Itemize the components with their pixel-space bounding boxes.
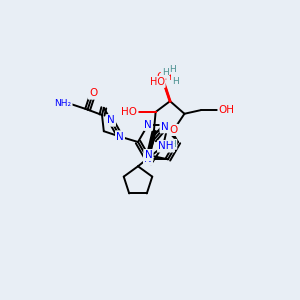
Text: N: N bbox=[161, 122, 169, 132]
Text: OH: OH bbox=[219, 105, 235, 115]
Text: O: O bbox=[169, 125, 178, 135]
Text: HO: HO bbox=[150, 77, 165, 87]
Text: OH: OH bbox=[157, 72, 172, 82]
Text: N: N bbox=[116, 132, 124, 142]
Text: N: N bbox=[144, 120, 152, 130]
Text: H: H bbox=[169, 65, 176, 74]
Text: NH: NH bbox=[158, 141, 174, 151]
Text: H: H bbox=[172, 77, 178, 86]
Text: O: O bbox=[89, 88, 97, 98]
Text: NH: NH bbox=[158, 141, 174, 151]
Text: N: N bbox=[116, 132, 124, 142]
Text: O: O bbox=[89, 88, 97, 98]
Text: N: N bbox=[161, 122, 169, 132]
Text: N: N bbox=[145, 150, 152, 160]
Text: N: N bbox=[144, 154, 152, 164]
Text: N: N bbox=[107, 116, 115, 125]
Text: N: N bbox=[144, 154, 152, 164]
Text: H: H bbox=[169, 140, 176, 149]
Text: N: N bbox=[145, 150, 152, 160]
Text: NH₂: NH₂ bbox=[54, 99, 71, 108]
Text: NH₂: NH₂ bbox=[54, 100, 71, 109]
Text: OH: OH bbox=[120, 107, 136, 117]
Text: HO: HO bbox=[122, 107, 137, 117]
Text: OH: OH bbox=[219, 105, 235, 115]
Text: H: H bbox=[162, 68, 168, 77]
Text: N: N bbox=[144, 120, 152, 130]
Text: O: O bbox=[169, 125, 178, 135]
Text: N: N bbox=[107, 116, 115, 125]
